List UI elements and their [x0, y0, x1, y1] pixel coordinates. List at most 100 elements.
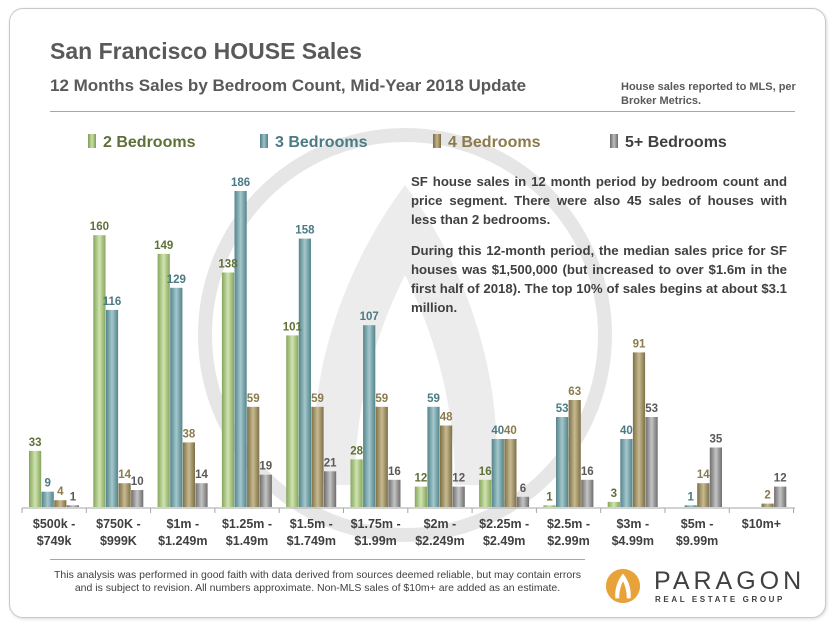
value-label-3-bedrooms-6: 59: [427, 393, 440, 405]
value-label-5-bedrooms-6: 12: [452, 473, 465, 485]
category-labels-group: $500k - $749k $750K - $999K $1m - $1.249m $1.2…: [33, 517, 781, 548]
legend-label-5plus-bedrooms: 5+ Bedrooms: [625, 134, 727, 151]
brand-block: PARAGON REAL ESTATE GROUP: [600, 565, 810, 607]
chart-subtitle: 12 Months Sales by Bedroom Count, Mid-Ye…: [50, 76, 527, 95]
category-label-1-line-0: $750K -: [96, 517, 140, 531]
bar-5-bedrooms-9: [645, 417, 658, 507]
category-label-2-line-0: $1m -: [166, 517, 199, 531]
value-label-2-bedrooms-2: 149: [154, 240, 173, 252]
value-label-5-bedrooms-11: 12: [774, 473, 787, 485]
category-label-4-line-0: $1.5m -: [290, 517, 333, 531]
bar-2-bedrooms-1: [93, 235, 106, 507]
category-label-10-line-1: $9.99m: [676, 534, 718, 548]
bar-4-bedrooms-8: [568, 400, 581, 507]
value-label-4-bedrooms-9: 91: [633, 338, 646, 350]
category-label-2-line-1: $1.249m: [158, 534, 207, 548]
value-label-4-bedrooms-3: 59: [247, 393, 260, 405]
bar-3-bedrooms-4: [298, 238, 311, 507]
category-label-10-line-0: $5m -: [681, 517, 714, 531]
bar-2-bedrooms-7: [479, 479, 492, 507]
bar-5-bedrooms-10: [709, 447, 722, 507]
bar-5-bedrooms-5: [388, 479, 401, 507]
legend-item-3-bedrooms: 3 Bedrooms: [260, 134, 367, 152]
bar-4-bedrooms-5: [375, 406, 388, 507]
bar-4-bedrooms-4: [311, 406, 324, 507]
category-label-3-line-1: $1.49m: [226, 534, 268, 548]
bar-2-bedrooms-0: [29, 450, 42, 507]
disclaimer-text: This analysis was performed in good fait…: [53, 569, 581, 594]
brand-name: PARAGON: [654, 567, 806, 595]
category-label-0-line-0: $500k -: [33, 517, 75, 531]
bar-5-bedrooms-1: [131, 490, 144, 507]
value-label-5-bedrooms-10: 35: [710, 434, 723, 446]
bar-2-bedrooms-2: [157, 253, 170, 507]
value-label-4-bedrooms-11: 2: [764, 490, 770, 502]
category-label-7-line-0: $2.25m -: [479, 517, 529, 531]
category-label-7-line-1: $2.49m: [483, 534, 525, 548]
bar-3-bedrooms-9: [620, 439, 633, 507]
category-label-3-line-0: $1.25m -: [222, 517, 272, 531]
value-label-4-bedrooms-1: 14: [118, 469, 131, 481]
value-label-5-bedrooms-1: 10: [131, 476, 144, 488]
category-label-11-line-0: $10m+: [742, 517, 781, 531]
bar-2-bedrooms-8: [543, 505, 556, 507]
value-label-4-bedrooms-7: 40: [504, 425, 517, 437]
info-paragraph-2: During this 12-month period, the median …: [411, 243, 787, 315]
bar-4-bedrooms-7: [504, 439, 517, 507]
value-label-3-bedrooms-9: 40: [620, 425, 633, 437]
bar-5-bedrooms-2: [195, 483, 208, 507]
value-label-2-bedrooms-8: 1: [546, 491, 553, 503]
value-label-5-bedrooms-2: 14: [195, 469, 208, 481]
value-label-2-bedrooms-1: 160: [90, 221, 109, 233]
category-label-5-line-1: $1.99m: [354, 534, 396, 548]
category-label-4-line-1: $1.749m: [287, 534, 336, 548]
value-label-3-bedrooms-0: 9: [44, 478, 50, 490]
category-label-1-line-1: $999K: [100, 534, 137, 548]
category-label-6-line-0: $2m -: [424, 517, 457, 531]
bar-3-bedrooms-5: [363, 325, 376, 507]
bars-group: [29, 191, 787, 507]
brand-tagline: REAL ESTATE GROUP: [655, 595, 785, 604]
value-label-3-bedrooms-3: 186: [231, 177, 250, 189]
value-label-5-bedrooms-0: 1: [70, 491, 77, 503]
category-label-9-line-0: $3m -: [616, 517, 649, 531]
legend-swatch-4-bedrooms: [433, 134, 441, 148]
legend-label-4-bedrooms: 4 Bedrooms: [448, 134, 541, 151]
value-label-2-bedrooms-9: 3: [611, 488, 617, 500]
source-note: House sales reported to MLS, per Broker …: [621, 81, 796, 107]
chart-title: San Francisco HOUSE Sales: [50, 38, 362, 64]
category-label-0-line-1: $749k: [37, 534, 72, 548]
value-label-5-bedrooms-4: 21: [324, 457, 337, 469]
value-label-3-bedrooms-8: 53: [556, 403, 569, 415]
info-paragraph-1: SF house sales in 12 month period by bed…: [411, 174, 787, 227]
value-label-4-bedrooms-6: 48: [440, 412, 453, 424]
category-label-8-line-1: $2.99m: [547, 534, 589, 548]
bar-4-bedrooms-0: [54, 500, 67, 507]
value-label-4-bedrooms-0: 4: [57, 486, 64, 498]
value-label-3-bedrooms-4: 158: [295, 225, 315, 237]
value-label-2-bedrooms-6: 12: [415, 473, 428, 485]
bar-3-bedrooms-10: [684, 505, 697, 507]
info-text: SF house sales in 12 month period by bed…: [411, 172, 787, 329]
bar-2-bedrooms-3: [221, 272, 235, 507]
value-label-4-bedrooms-4: 59: [311, 393, 324, 405]
value-label-2-bedrooms-0: 33: [29, 437, 42, 449]
value-label-3-bedrooms-2: 129: [167, 274, 186, 286]
bar-5-bedrooms-6: [452, 486, 465, 507]
bar-4-bedrooms-10: [697, 483, 710, 507]
value-label-4-bedrooms-5: 59: [375, 393, 388, 405]
footer-divider: [50, 559, 585, 560]
value-label-4-bedrooms-8: 63: [568, 386, 581, 398]
bar-3-bedrooms-1: [105, 309, 119, 507]
bar-2-bedrooms-4: [286, 335, 299, 507]
category-label-8-line-0: $2.5m -: [547, 517, 590, 531]
title-divider: [50, 111, 795, 112]
value-label-2-bedrooms-4: 101: [283, 321, 303, 333]
bar-3-bedrooms-0: [41, 491, 54, 507]
legend-swatch-5plus-bedrooms: [610, 134, 618, 148]
bar-4-bedrooms-11: [761, 503, 774, 507]
value-label-3-bedrooms-10: 1: [687, 491, 694, 503]
value-label-2-bedrooms-7: 16: [479, 466, 492, 478]
